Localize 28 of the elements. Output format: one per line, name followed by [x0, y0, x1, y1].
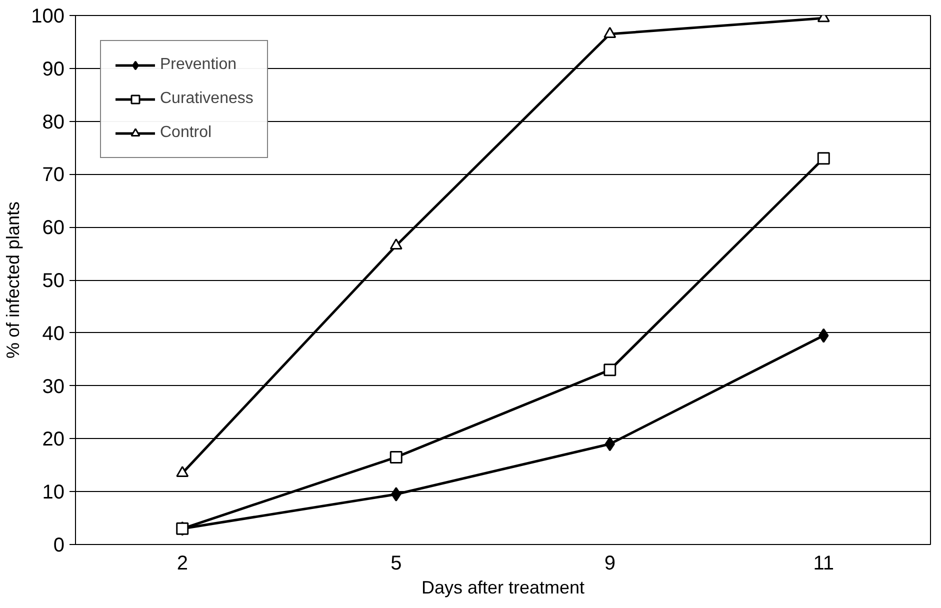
y-tick-label: 10	[42, 482, 65, 504]
y-tick-label: 0	[53, 534, 64, 556]
y-tick-label: 60	[42, 217, 65, 240]
y-tick-label: 80	[42, 111, 65, 134]
y-tick-label: 90	[42, 58, 65, 80]
legend-label: Curativeness	[160, 90, 254, 108]
point	[391, 486, 402, 502]
x-axis-title: Days after treatment	[421, 578, 585, 598]
point	[604, 364, 616, 376]
y-tick-label: 20	[42, 428, 65, 451]
x-tick-label: 11	[813, 552, 834, 574]
point	[390, 238, 402, 250]
point	[390, 450, 402, 464]
x-tick-label: 2	[176, 552, 188, 574]
y-tick-label: 30	[42, 376, 65, 398]
x-tick-label: 5	[390, 552, 402, 574]
y-tick-label: 100	[31, 6, 65, 28]
point	[176, 466, 189, 478]
y-axis-title: % of infected plants	[3, 201, 24, 359]
point	[818, 328, 829, 343]
y-tick-label: 50	[42, 270, 65, 292]
y-tick-label: 70	[42, 164, 65, 186]
point	[604, 436, 615, 452]
x-tick-label: 9	[604, 552, 616, 574]
y-tick-label: 40	[42, 322, 65, 345]
point	[817, 152, 830, 165]
legend-label: Control	[160, 124, 212, 142]
legend-label: Prevention	[160, 56, 236, 74]
